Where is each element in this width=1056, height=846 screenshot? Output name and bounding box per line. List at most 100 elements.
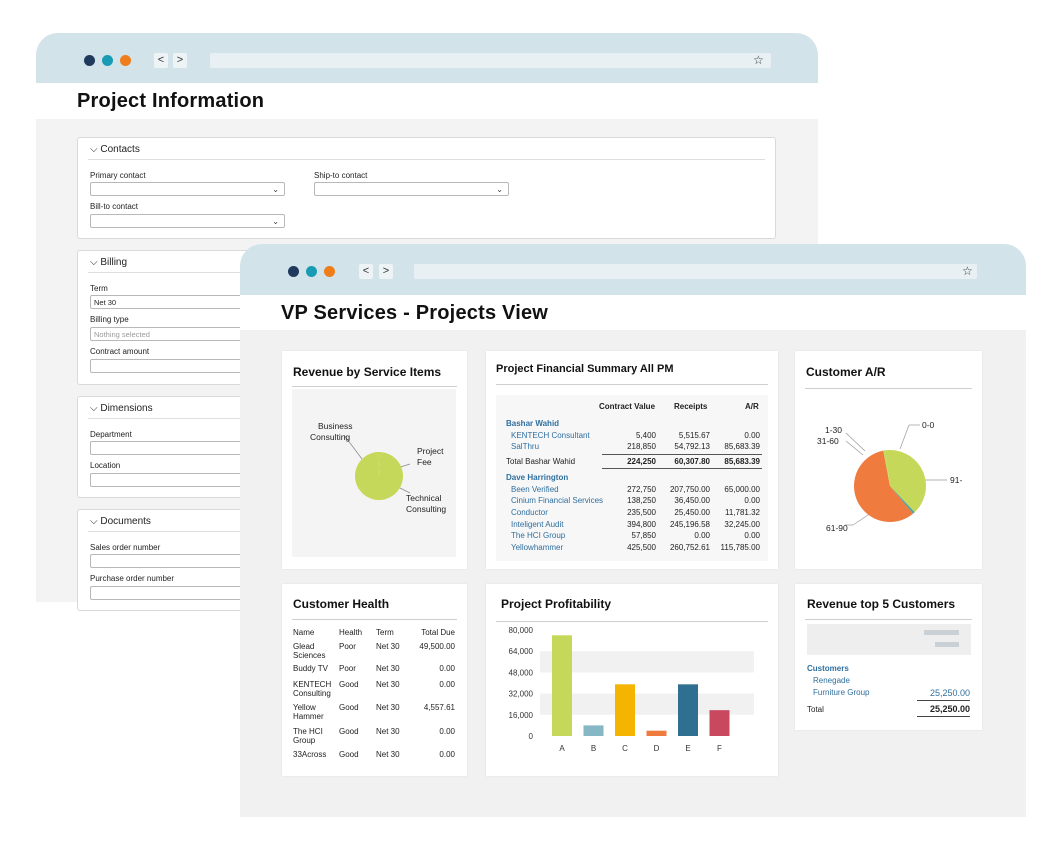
address-bar[interactable] <box>210 53 771 68</box>
col-contract: Contract Value <box>599 402 656 411</box>
dimensions-header[interactable]: ⌵ Dimensions <box>90 403 153 414</box>
ar-value: 0.00 <box>744 431 760 440</box>
project-name[interactable]: SalThru <box>511 442 540 451</box>
window-dot-navy[interactable] <box>288 266 299 277</box>
pie-slice-61-90[interactable] <box>854 450 913 522</box>
back-browser-chrome: < > ☆ <box>36 33 818 83</box>
customer-value: 25,250.00 <box>929 688 970 698</box>
contract-value: 394,800 <box>627 520 656 529</box>
project-name[interactable]: The HCI Group <box>511 531 566 540</box>
back-arrow-button[interactable]: < <box>359 264 373 279</box>
bar-a[interactable] <box>552 635 572 736</box>
pie-slice-project-fee[interactable] <box>355 452 403 500</box>
receipts-value: 260,752.61 <box>669 543 710 552</box>
primary-contact-select[interactable]: ⌄ <box>90 182 285 196</box>
manager-name[interactable]: Dave Harrington <box>506 473 569 482</box>
chevron-down-icon: ⌄ <box>496 185 503 194</box>
pie-slice-91-[interactable] <box>890 486 915 514</box>
divider <box>496 621 768 622</box>
customer-name[interactable]: Renegade <box>813 676 850 685</box>
card-title: Revenue top 5 Customers <box>807 597 956 611</box>
window-dot-navy[interactable] <box>84 55 95 66</box>
bar-c[interactable] <box>615 684 635 736</box>
grid-band <box>540 693 754 715</box>
project-name[interactable]: Conductor <box>511 508 548 517</box>
divider <box>88 418 368 419</box>
receipts-value: 5,515.67 <box>678 431 710 440</box>
window-dot-teal[interactable] <box>306 266 317 277</box>
contract-value: 218,850 <box>627 442 656 451</box>
health-status: Good <box>339 703 359 712</box>
purchase-order-label: Purchase order number <box>90 574 175 583</box>
bill-to-contact-select[interactable]: ⌄ <box>90 214 285 228</box>
x-tick-label: D <box>654 744 660 753</box>
window-dot-orange[interactable] <box>324 266 335 277</box>
summary-table: Contract Value Receipts A/R Bashar Wahid… <box>496 395 768 561</box>
receipts-value: 245,196.58 <box>669 520 710 529</box>
project-name[interactable]: Been Verified <box>511 485 559 494</box>
contract-value: 235,500 <box>627 508 656 517</box>
contract-value: 138,250 <box>627 496 656 505</box>
address-bar[interactable] <box>414 264 977 279</box>
ar-value: 65,000.00 <box>724 485 760 494</box>
page-title: Project Information <box>77 90 265 112</box>
total-rule <box>917 700 970 701</box>
total-rule <box>602 454 762 455</box>
project-name[interactable]: KENTECH Consultant <box>511 431 590 440</box>
documents-header[interactable]: ⌵ Documents <box>90 516 151 527</box>
chevron-down-icon: ⌄ <box>272 185 279 194</box>
customer-name: The HCI Group <box>293 727 323 745</box>
customer-name: Buddy TV <box>293 664 328 673</box>
window-dot-teal[interactable] <box>102 55 113 66</box>
contacts-header[interactable]: ⌵ Contacts <box>90 144 140 155</box>
project-name[interactable]: Yellowhammer <box>511 543 564 552</box>
bar-d[interactable] <box>646 730 667 736</box>
y-tick-label: 32,000 <box>509 690 534 699</box>
window-dot-orange[interactable] <box>120 55 131 66</box>
customer-name[interactable]: Furniture Group <box>813 688 870 697</box>
business-label: Consulting <box>310 432 350 442</box>
contract-value: 272,750 <box>627 485 656 494</box>
forward-arrow-button[interactable]: > <box>379 264 393 279</box>
card-title: Project Financial Summary All PM <box>496 363 674 375</box>
pie-slice-31-60[interactable] <box>883 450 890 486</box>
divider <box>292 386 457 387</box>
billing-header[interactable]: ⌵ Billing <box>90 257 128 268</box>
bookmark-star-icon[interactable]: ☆ <box>962 264 973 278</box>
ship-to-contact-select[interactable]: ⌄ <box>314 182 509 196</box>
customer-health-card: Customer Health Name Health Term Total Due G… <box>282 584 467 776</box>
column-header: Name <box>293 628 315 637</box>
bar-f[interactable] <box>709 710 730 736</box>
health-status: Poor <box>339 642 356 651</box>
bookmark-star-icon[interactable]: ☆ <box>753 53 764 67</box>
bar-e[interactable] <box>678 684 698 736</box>
ar-value: 0.00 <box>744 531 760 540</box>
project-label: Fee <box>417 457 432 467</box>
front-window-backdrop <box>240 295 1026 330</box>
divider <box>88 531 368 532</box>
pie-slice-business-consulting[interactable] <box>379 452 381 476</box>
ar-value: 0.00 <box>744 496 760 505</box>
divider <box>88 159 765 160</box>
term-value: Net 30 <box>376 727 400 736</box>
health-status: Good <box>339 727 359 736</box>
pie-slice-1-30[interactable] <box>885 450 890 486</box>
project-name[interactable]: Cinium Financial Services <box>511 496 604 505</box>
ar-label-1-30: 1-30 <box>825 425 842 435</box>
project-name[interactable]: Inteligent Audit <box>511 520 564 529</box>
manager-name[interactable]: Bashar Wahid <box>506 419 560 428</box>
forward-arrow-button[interactable]: > <box>173 53 187 68</box>
customer-ar-card: Customer A/R 1-30 31-60 0-0 91- 61-90 <box>795 351 982 569</box>
project-label: Project <box>417 446 444 456</box>
total-due: 0.00 <box>439 727 455 736</box>
pie-slice-technical-consulting[interactable] <box>377 452 379 476</box>
location-label: Location <box>90 461 121 470</box>
column-header: Health <box>339 628 363 637</box>
divider <box>805 388 972 389</box>
bar-b[interactable] <box>583 725 604 736</box>
pie-slice-0-0[interactable] <box>890 450 926 513</box>
customers-header[interactable]: Customers <box>807 664 849 673</box>
back-arrow-button[interactable]: < <box>154 53 168 68</box>
column-placeholder <box>935 642 959 647</box>
total-ar: 85,683.39 <box>724 457 760 466</box>
